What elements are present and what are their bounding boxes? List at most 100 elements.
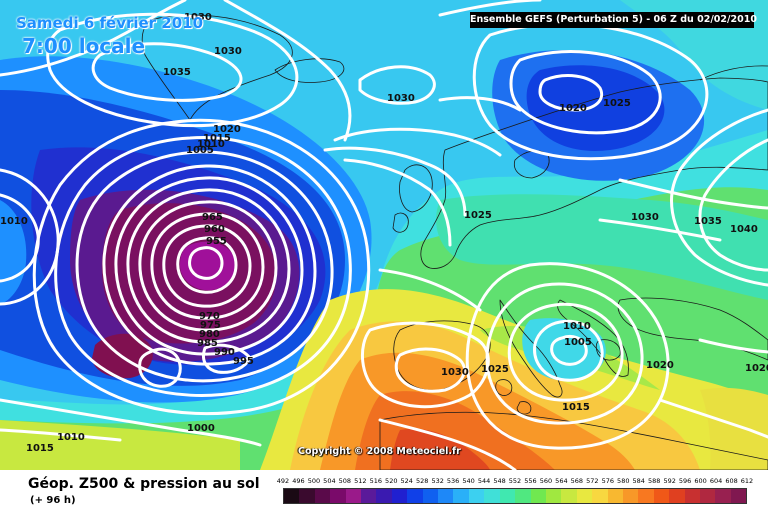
pressure-label: 1020 — [559, 103, 587, 114]
color-scale-label: 556 — [524, 477, 537, 485]
color-scale-label: 608 — [725, 477, 738, 485]
color-scale-label: 532 — [431, 477, 444, 485]
pressure-label: 1020 — [646, 360, 674, 371]
color-scale-label: 540 — [462, 477, 475, 485]
color-scale-swatch — [592, 489, 608, 503]
pressure-label: 955 — [206, 236, 227, 247]
color-scale-label: 512 — [354, 477, 367, 485]
copyright-notice: Copyright © 2008 Meteociel.fr — [298, 446, 461, 457]
pressure-map: 1030 1030 1035 1030 1020 1025 1020 1015 … — [0, 0, 768, 470]
forecast-time-title: 7:00 locale — [22, 34, 146, 58]
color-scale-swatch — [715, 489, 731, 503]
color-scale-swatch — [669, 489, 685, 503]
parameter-title: Géop. Z500 & pression au sol — [28, 476, 260, 492]
pressure-label: 985 — [197, 338, 218, 349]
color-scale-label: 552 — [508, 477, 522, 485]
pressure-label: 975 — [200, 320, 221, 331]
color-scale-swatch — [284, 489, 300, 503]
z500-band-cyan-mediterranean — [522, 318, 606, 381]
pressure-label: 960 — [204, 224, 225, 235]
z500-band-red-south — [390, 428, 490, 470]
color-scale-swatch — [330, 489, 346, 503]
z500-core-low — [180, 241, 237, 291]
color-scale-swatch — [376, 489, 392, 503]
pressure-label: 1030 — [631, 212, 659, 223]
color-scale-swatch — [699, 489, 716, 503]
color-scale-label: 516 — [369, 477, 383, 485]
color-scale-label: 524 — [400, 477, 413, 485]
isobars — [0, 0, 768, 470]
pressure-label: 1035 — [163, 67, 191, 78]
pressure-label: 1020 — [745, 363, 768, 374]
pressure-label: 970 — [199, 311, 220, 322]
pressure-label: 980 — [199, 329, 220, 340]
legend-bar: Géop. Z500 & pression au sol (+ 96 h) 49… — [0, 470, 768, 512]
color-scale-swatch — [545, 489, 562, 503]
forecast-date-title: Samedi 6 février 2010 — [16, 14, 204, 32]
pressure-label: 990 — [214, 347, 235, 358]
color-scale-swatch — [407, 489, 423, 503]
pressure-label: 1005 — [564, 337, 592, 348]
pressure-label: 1025 — [481, 364, 509, 375]
color-scale-label: 520 — [385, 477, 398, 485]
color-scale-swatch — [299, 489, 315, 503]
color-scale-swatch — [607, 489, 623, 503]
color-scale-swatch — [530, 489, 546, 503]
color-scale-ticks: 492 496 500 504 508 512 516 520 524 528 532 536 540 5… — [277, 477, 753, 488]
color-scale-label: 560 — [539, 477, 553, 485]
color-scale-label: 492 — [276, 477, 290, 485]
color-scale-label: 568 — [570, 477, 584, 485]
pressure-label: 965 — [202, 212, 223, 223]
color-scale-label: 548 — [493, 477, 506, 485]
pressure-label: 1030 — [441, 367, 469, 378]
color-scale-label: 588 — [647, 477, 661, 485]
pressure-label: 1030 — [214, 46, 242, 57]
color-scale-swatch — [638, 489, 654, 503]
pressure-label: 1025 — [603, 98, 631, 109]
pressure-label: 1015 — [26, 443, 54, 454]
color-scale-swatch — [391, 489, 408, 503]
color-scale-label: 536 — [446, 477, 460, 485]
color-scale-swatch — [345, 489, 362, 503]
color-scale-swatch — [561, 489, 577, 503]
color-scale-swatch — [468, 489, 485, 503]
pressure-label: 1010 — [0, 216, 28, 227]
color-scale-label: 596 — [678, 477, 692, 485]
color-scale-label: 528 — [415, 477, 429, 485]
pressure-label: 1030 — [184, 12, 212, 23]
color-scale-bar — [283, 488, 747, 504]
pressure-label: 1015 — [562, 402, 590, 413]
z500-band-yellowgreen-west — [0, 420, 240, 470]
color-scale-label: 504 — [323, 477, 336, 485]
color-scale-label: 612 — [740, 477, 754, 485]
color-scale-swatch — [438, 489, 454, 503]
pressure-label: 1040 — [730, 224, 758, 235]
pressure-label: 1010 — [563, 321, 591, 332]
color-scale-swatch — [499, 489, 516, 503]
pressure-label: 1015 — [203, 133, 231, 144]
pressure-label: 1030 — [387, 93, 415, 104]
color-scale-swatch — [361, 489, 377, 503]
color-scale-swatch — [622, 489, 639, 503]
color-scale-swatch — [653, 489, 670, 503]
color-scale-label: 544 — [477, 477, 491, 485]
color-scale-swatch — [484, 489, 500, 503]
color-scale-swatch — [515, 489, 531, 503]
color-scale-label: 496 — [292, 477, 305, 485]
color-scale-swatch — [730, 489, 747, 503]
pressure-label: 1020 — [213, 124, 241, 135]
pressure-labels: 1030 1030 1035 1030 1020 1025 1020 1015 … — [0, 12, 768, 454]
color-scale-label: 604 — [709, 477, 723, 485]
color-scale-swatch — [453, 489, 469, 503]
color-scale-label: 500 — [307, 477, 321, 485]
coastlines — [141, 14, 768, 470]
color-scale-label: 572 — [586, 477, 599, 485]
model-info-banner: Ensemble GEFS (Perturbation 5) - 06 Z du… — [470, 12, 757, 28]
color-scale: 492 496 500 504 508 512 516 520 524 528 532 536 540 5… — [277, 477, 753, 504]
color-scale-label: 584 — [632, 477, 645, 485]
pressure-label: 1000 — [187, 423, 215, 434]
z500-band-turquoise-europe — [436, 194, 768, 300]
color-scale-swatch — [576, 489, 593, 503]
color-scale-swatch — [422, 489, 439, 503]
color-scale-label: 508 — [338, 477, 352, 485]
